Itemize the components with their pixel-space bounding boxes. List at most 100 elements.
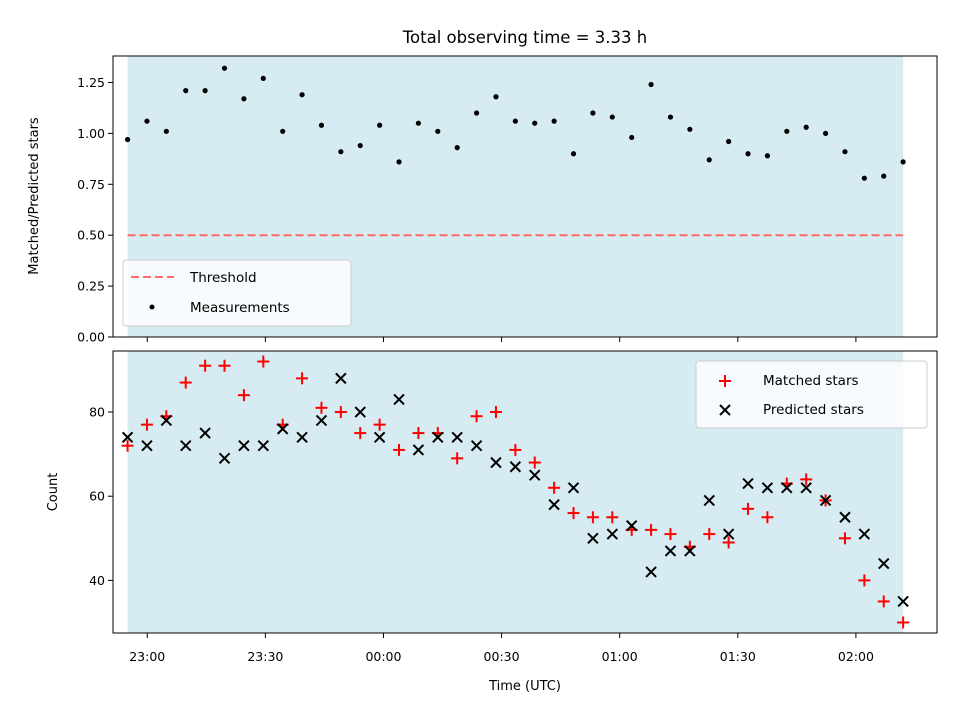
- matched-star-point: [237, 389, 250, 402]
- legend-predicted-swatch: [719, 404, 731, 416]
- measurement-point: [881, 173, 887, 179]
- predicted-star-point: [238, 439, 250, 452]
- legend-matched-swatch: [719, 375, 731, 387]
- matched-star-point: [567, 507, 580, 520]
- measurement-point: [183, 88, 189, 94]
- measurement-point: [667, 114, 674, 120]
- predicted-star-point: [490, 456, 502, 469]
- matched-star-point: [742, 502, 755, 515]
- matched-star-point: [334, 406, 347, 419]
- count-panel: 40 60 80 23:00 23:30 00:00 00:30 01:00 01:30 02:…: [46, 350, 938, 694]
- ratio-y-tick-label: 0.50: [77, 228, 105, 243]
- measurement-point: [590, 110, 596, 116]
- measurement-point: [784, 128, 790, 134]
- measurement-point: [163, 128, 169, 134]
- x-tick-label: 02:00: [838, 649, 874, 664]
- predicted-star-point: [393, 393, 405, 406]
- matched-star-point: [703, 528, 716, 541]
- matched-star-point: [179, 376, 192, 389]
- x-tick-label: 01:00: [602, 649, 638, 664]
- chart-title: Total observing time = 3.33 h: [402, 28, 647, 47]
- ratio-y-tick-label: 0.00: [77, 330, 105, 345]
- measurement-point: [532, 120, 538, 126]
- measurement-point: [396, 159, 402, 165]
- x-tick-label: 23:00: [129, 649, 165, 664]
- legend-measurements-label: Measurements: [190, 300, 290, 316]
- predicted-star-point: [645, 566, 657, 578]
- predicted-star-point: [373, 431, 386, 443]
- predicted-star-point: [625, 519, 638, 532]
- measurement-point: [435, 128, 441, 134]
- predicted-star-point: [432, 431, 444, 443]
- predicted-star-point: [606, 528, 619, 540]
- measurement-point: [570, 151, 577, 157]
- ratio-panel-frame: [112, 55, 938, 338]
- matched-star-point: [373, 418, 386, 431]
- matched-star-point: [509, 443, 522, 456]
- predicted-star-point: [819, 494, 832, 507]
- matched-star-point: [354, 427, 367, 440]
- matched-star-point: [897, 616, 910, 629]
- matched-star-point: [121, 439, 134, 452]
- matched-star-point: [199, 359, 212, 372]
- measurement-point: [124, 136, 131, 143]
- predicted-star-point: [722, 528, 735, 540]
- ratio-y-tick-label: 0.25: [77, 279, 105, 294]
- measurement-point: [357, 142, 363, 149]
- predicted-star-point: [180, 439, 192, 452]
- legend-threshold-label: Threshold: [189, 270, 257, 286]
- measurement-point: [764, 153, 771, 159]
- predicted-star-point: [703, 494, 715, 507]
- matched-star-point: [296, 372, 309, 385]
- ratio-y-tick-label: 1.00: [77, 126, 105, 141]
- predicted-star-point: [567, 482, 580, 494]
- matched-star-point: [451, 452, 464, 465]
- predicted-star-point: [257, 439, 269, 452]
- predicted-star-point: [664, 545, 677, 557]
- predicted-star-point: [858, 528, 871, 540]
- predicted-stars-points: [121, 372, 909, 608]
- matched-star-point: [393, 443, 406, 456]
- measurement-point: [221, 65, 228, 71]
- measurement-point: [202, 88, 208, 94]
- ratio-y-axis-label: Matched/Predicted stars: [27, 117, 42, 275]
- x-tick-label: 00:00: [365, 649, 401, 664]
- matched-star-point: [606, 511, 619, 524]
- matched-star-point: [548, 481, 561, 494]
- matched-star-point: [257, 355, 270, 368]
- matched-star-point: [761, 511, 774, 524]
- matched-star-point: [664, 528, 677, 541]
- measurement-point: [415, 120, 422, 126]
- matched-star-point: [412, 427, 425, 440]
- predicted-star-point: [587, 532, 599, 545]
- matched-star-point: [645, 523, 658, 536]
- count-y-tick-label: 40: [89, 573, 105, 588]
- predicted-star-point: [878, 557, 890, 570]
- matched-star-point: [838, 532, 851, 545]
- predicted-star-point: [296, 431, 308, 443]
- matched-star-point: [489, 406, 502, 419]
- predicted-star-point: [199, 427, 211, 439]
- matched-star-point: [877, 595, 890, 608]
- measurement-point: [842, 149, 848, 155]
- matched-star-point: [722, 536, 735, 549]
- measurement-point: [493, 94, 499, 100]
- measurement-point: [609, 114, 615, 120]
- ratio-legend-box: [122, 259, 352, 327]
- measurement-point: [648, 81, 654, 88]
- matched-star-point: [315, 401, 328, 414]
- predicted-star-point: [548, 498, 560, 511]
- predicted-star-point: [121, 431, 134, 443]
- matched-star-point: [586, 511, 599, 524]
- predicted-star-point: [761, 482, 774, 494]
- legend-measurements-swatch: [149, 304, 155, 310]
- predicted-star-point: [781, 482, 793, 494]
- measurement-point: [822, 130, 829, 136]
- predicted-star-point: [412, 444, 425, 456]
- predicted-star-point: [354, 406, 366, 418]
- x-tick-label: 23:30: [247, 649, 283, 664]
- matched-star-point: [528, 456, 541, 469]
- predicted-star-point: [315, 414, 328, 427]
- measurement-point: [299, 92, 305, 98]
